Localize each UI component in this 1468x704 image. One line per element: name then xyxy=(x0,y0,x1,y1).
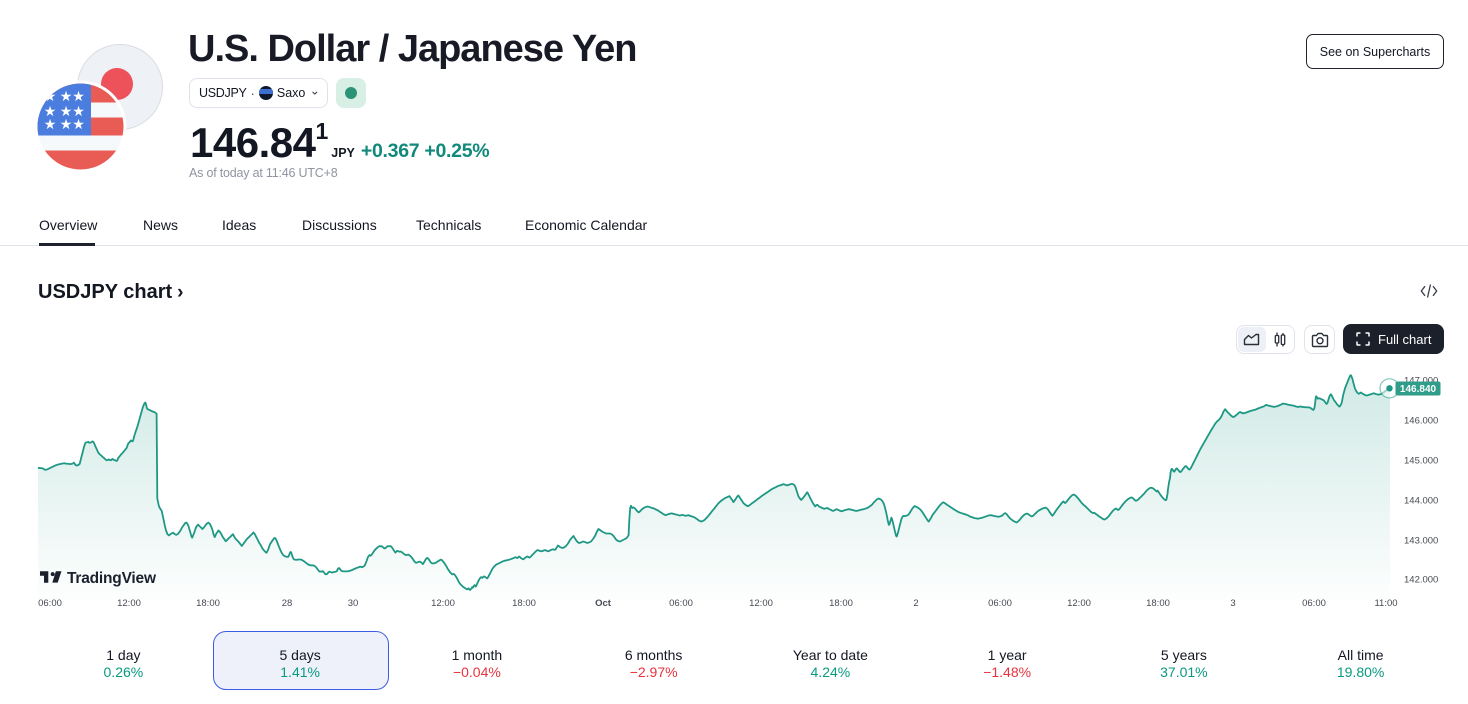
svg-text:★: ★ xyxy=(44,116,57,132)
svg-text:★: ★ xyxy=(72,116,85,132)
svg-text:12:00: 12:00 xyxy=(117,598,141,609)
svg-text:144.000: 144.000 xyxy=(1404,496,1438,507)
svg-text:★: ★ xyxy=(60,88,73,104)
svg-text:18:00: 18:00 xyxy=(1146,598,1170,609)
svg-text:2: 2 xyxy=(913,598,918,609)
svg-text:12:00: 12:00 xyxy=(431,598,455,609)
svg-text:147.000: 147.000 xyxy=(1404,376,1438,387)
svg-text:3: 3 xyxy=(1230,598,1235,609)
svg-text:30: 30 xyxy=(348,598,359,609)
svg-text:18:00: 18:00 xyxy=(829,598,853,609)
svg-text:145.000: 145.000 xyxy=(1404,456,1438,467)
svg-text:★: ★ xyxy=(60,103,73,119)
svg-text:★: ★ xyxy=(72,103,85,119)
svg-text:146.840: 146.840 xyxy=(1400,384,1437,395)
svg-text:★: ★ xyxy=(44,103,57,119)
svg-text:28: 28 xyxy=(282,598,293,609)
svg-text:06:00: 06:00 xyxy=(988,598,1012,609)
svg-text:11:00: 11:00 xyxy=(1374,598,1397,609)
svg-text:06:00: 06:00 xyxy=(38,598,62,609)
svg-text:06:00: 06:00 xyxy=(1302,598,1326,609)
svg-text:12:00: 12:00 xyxy=(749,598,773,609)
svg-text:143.000: 143.000 xyxy=(1404,536,1438,547)
svg-text:TradingView: TradingView xyxy=(67,570,157,587)
svg-text:Oct: Oct xyxy=(595,598,612,609)
svg-text:18:00: 18:00 xyxy=(196,598,220,609)
svg-text:★: ★ xyxy=(72,88,85,104)
svg-text:12:00: 12:00 xyxy=(1067,598,1091,609)
svg-text:06:00: 06:00 xyxy=(669,598,693,609)
svg-text:★: ★ xyxy=(60,116,73,132)
svg-text:146.000: 146.000 xyxy=(1404,416,1438,427)
svg-text:142.000: 142.000 xyxy=(1404,575,1438,586)
svg-text:18:00: 18:00 xyxy=(512,598,536,609)
